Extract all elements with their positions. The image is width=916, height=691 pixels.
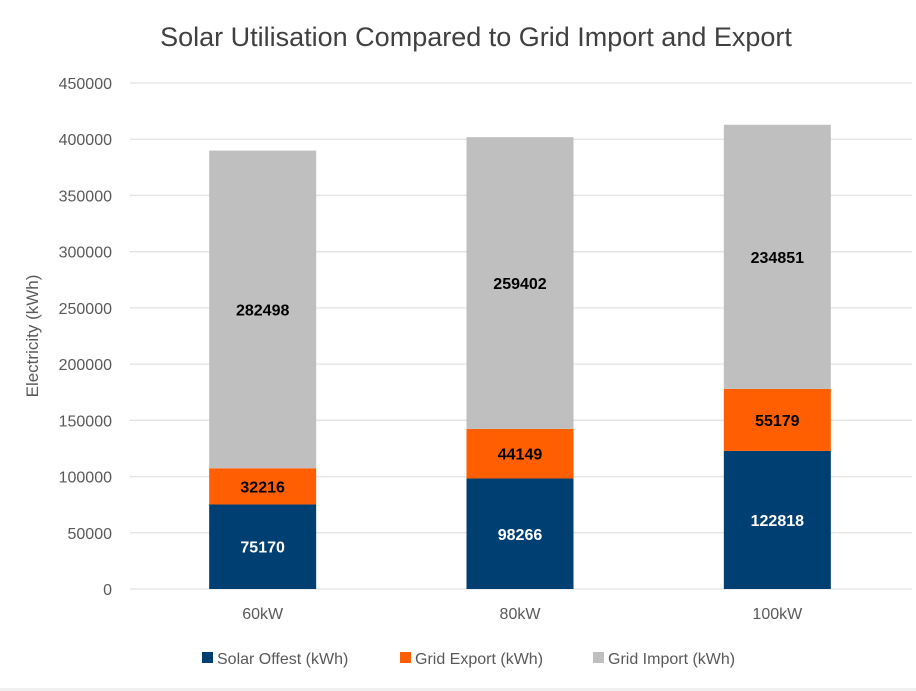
x-axis-categories: 60kW 80kW 100kW [242, 606, 803, 623]
legend: Solar Offest (kWh) Grid Export (kWh) Grid … [202, 651, 735, 668]
y-axis-ticks: 0 50000 100000 150000 200000 250000 300000 3500… [59, 76, 112, 599]
data-label: 98266 [498, 527, 543, 544]
data-label: 259402 [493, 276, 546, 293]
chart-title: Solar Utilisation Compared to Grid Impor… [160, 22, 792, 52]
bar-segment-grid-export [209, 468, 317, 505]
x-category-label: 60kW [242, 606, 284, 623]
x-category-label: 100kW [752, 606, 803, 623]
bar-segment-grid-export [466, 428, 574, 479]
bottom-border [0, 688, 916, 691]
legend-swatch [593, 652, 604, 663]
legend-label: Solar Offest (kWh) [217, 651, 348, 668]
bar-segment-grid-import [723, 124, 831, 389]
bar-segment-grid-import [466, 137, 574, 429]
legend-swatch [400, 652, 411, 663]
y-tick-label: 0 [103, 582, 112, 599]
y-tick-label: 250000 [59, 301, 112, 318]
y-tick-label: 350000 [59, 188, 112, 205]
y-tick-label: 50000 [68, 526, 113, 543]
y-axis-label: Electricity (kWh) [23, 275, 42, 398]
data-label: 122818 [751, 513, 804, 530]
data-labels: 75170 32216 282498 98266 44149 259402 122818 55… [236, 250, 804, 557]
y-tick-label: 200000 [59, 357, 112, 374]
bars [209, 124, 831, 589]
y-tick-label: 150000 [59, 413, 112, 430]
y-tick-label: 100000 [59, 470, 112, 487]
y-tick-label: 400000 [59, 132, 112, 149]
bar-segment-solar-offest [466, 478, 574, 589]
legend-item: Grid Export (kWh) [400, 651, 543, 668]
y-tick-label: 450000 [59, 76, 112, 93]
bar-segment-solar-offest [723, 450, 831, 589]
data-label: 32216 [240, 479, 285, 496]
legend-swatch [202, 652, 213, 663]
data-label: 282498 [236, 302, 289, 319]
bar-segment-grid-import [209, 150, 317, 469]
legend-item: Grid Import (kWh) [593, 651, 735, 668]
legend-label: Grid Import (kWh) [608, 651, 735, 668]
legend-label: Grid Export (kWh) [415, 651, 543, 668]
data-label: 234851 [751, 250, 804, 267]
bar-segment-solar-offest [209, 504, 317, 589]
data-label: 55179 [755, 413, 800, 430]
bar-segment-grid-export [723, 388, 831, 451]
y-tick-label: 300000 [59, 245, 112, 262]
data-label: 75170 [240, 540, 285, 557]
data-label: 44149 [498, 447, 543, 464]
x-category-label: 80kW [500, 606, 542, 623]
legend-item: Solar Offest (kWh) [202, 651, 348, 668]
